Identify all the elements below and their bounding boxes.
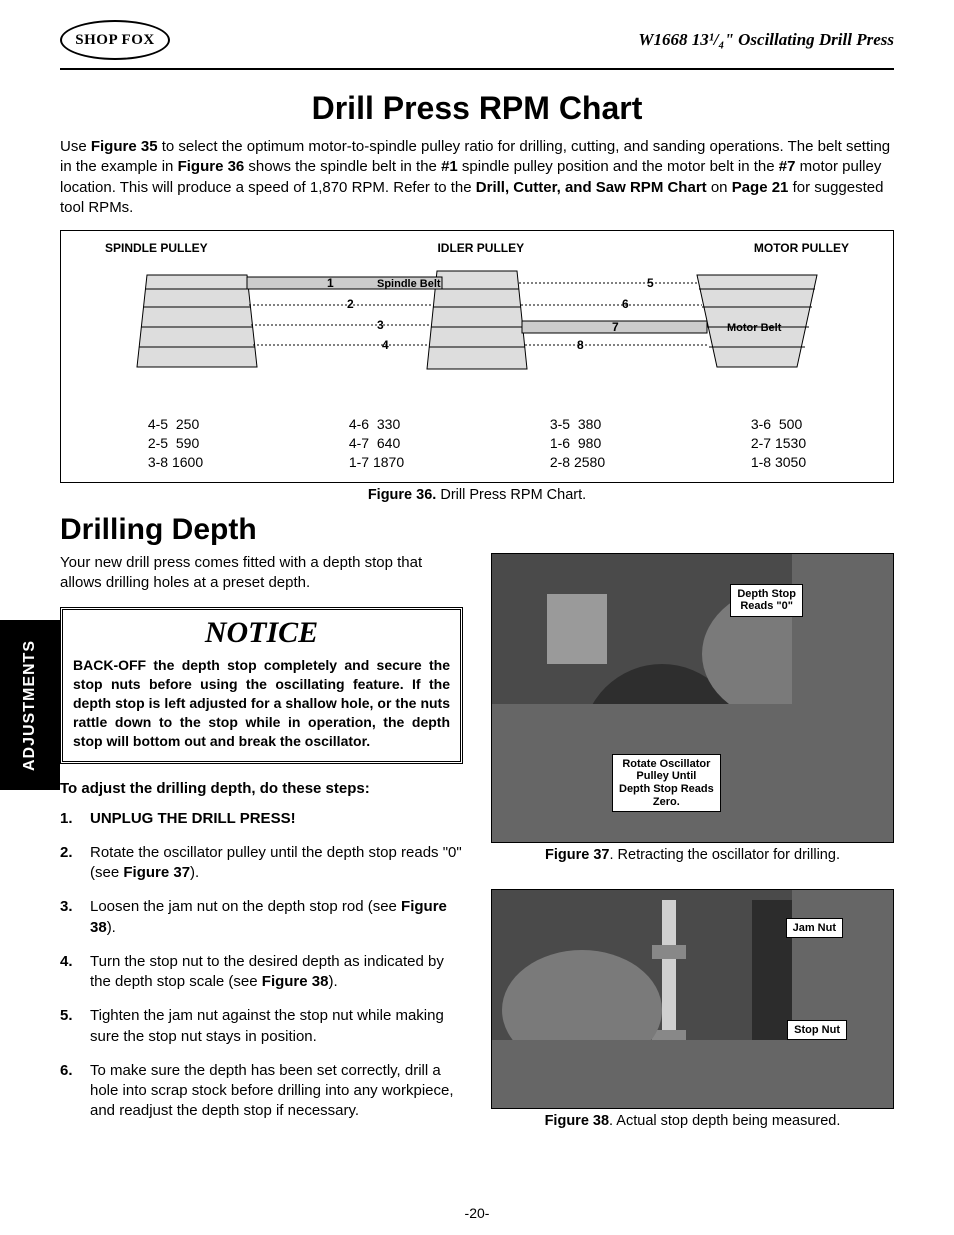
page-header: SHOP FOX W1668 13¹/₄" Oscillating Drill … <box>60 20 894 70</box>
svg-text:3: 3 <box>377 318 384 332</box>
svg-text:7: 7 <box>612 320 619 334</box>
figure-36-caption: Figure 36. Drill Press RPM Chart. <box>60 487 894 503</box>
rpm-col-2: 4-6 330 4-7 640 1-7 1870 <box>349 415 404 472</box>
figure-37-photo: Depth StopReads "0" Rotate OscillatorPul… <box>491 553 894 843</box>
notice-body: BACK-OFF the depth stop completely and s… <box>73 656 450 750</box>
steps-list: 1.UNPLUG THE DRILL PRESS! 2.Rotate the o… <box>60 809 463 1122</box>
svg-text:4: 4 <box>382 338 389 352</box>
svg-text:1: 1 <box>327 276 334 290</box>
step-5: 5.Tighten the jam nut against the stop n… <box>60 1006 463 1047</box>
rpm-col-3: 3-5 380 1-6 980 2-8 2580 <box>550 415 605 472</box>
photo-37-bg-icon <box>492 554 792 704</box>
svg-text:5: 5 <box>647 276 654 290</box>
spindle-pulley-icon <box>137 275 257 367</box>
label-motor-pulley: MOTOR PULLEY <box>754 241 849 255</box>
notice-box: NOTICE BACK-OFF the depth stop completel… <box>60 607 463 763</box>
callout-jam-nut: Jam Nut <box>786 918 843 939</box>
svg-text:6: 6 <box>622 297 629 311</box>
callout-rotate-pulley: Rotate OscillatorPulley UntilDepth Stop … <box>612 754 721 813</box>
label-spindle-pulley: SPINDLE PULLEY <box>105 241 208 255</box>
step-1: 1.UNPLUG THE DRILL PRESS! <box>60 809 463 829</box>
rpm-values-grid: 4-5 250 2-5 590 3-8 1600 4-6 330 4-7 640… <box>75 415 879 472</box>
spindle-belt: Spindle Belt <box>247 277 442 290</box>
step-6: 6.To make sure the depth has been set co… <box>60 1061 463 1122</box>
step-2: 2.Rotate the oscillator pulley until the… <box>60 843 463 884</box>
motor-pulley-icon <box>697 275 817 367</box>
product-name: W1668 13¹/₄" Oscillating Drill Press <box>638 30 894 50</box>
title-drilling-depth: Drilling Depth <box>60 513 894 547</box>
figure-38-caption: Figure 38. Actual stop depth being measu… <box>491 1113 894 1129</box>
notice-title: NOTICE <box>73 616 450 650</box>
callout-depth-stop-zero: Depth StopReads "0" <box>730 584 803 617</box>
svg-text:8: 8 <box>577 338 584 352</box>
figure-38-photo: Jam Nut Stop Nut <box>491 889 894 1109</box>
side-tab-adjustments: ADJUSTMENTS <box>0 620 60 790</box>
svg-text:Spindle Belt: Spindle Belt <box>377 278 441 290</box>
motor-belt: Motor Belt <box>522 321 782 334</box>
svg-text:Motor Belt: Motor Belt <box>727 322 782 334</box>
callout-stop-nut: Stop Nut <box>787 1020 847 1041</box>
step-4: 4.Turn the stop nut to the desired depth… <box>60 952 463 993</box>
brand-logo: SHOP FOX <box>60 20 170 60</box>
label-idler-pulley: IDLER PULLEY <box>437 241 524 255</box>
rpm-col-4: 3-6 500 2-7 1530 1-8 3050 <box>751 415 806 472</box>
step-3: 3.Loosen the jam nut on the depth stop r… <box>60 897 463 938</box>
page-number: -20- <box>0 1205 954 1221</box>
rpm-chart-box: SPINDLE PULLEY IDLER PULLEY MOTOR PULLEY <box>60 230 894 483</box>
pulley-diagram: Spindle Belt Motor Belt 1 2 3 4 5 <box>75 257 879 407</box>
photo-38-bg-icon <box>492 890 792 1040</box>
rpm-col-1: 4-5 250 2-5 590 3-8 1600 <box>148 415 203 472</box>
steps-intro: To adjust the drilling depth, do these s… <box>60 780 463 797</box>
title-rpm-chart: Drill Press RPM Chart <box>60 90 894 127</box>
svg-text:2: 2 <box>347 297 354 311</box>
depth-intro: Your new drill press comes fitted with a… <box>60 553 463 594</box>
intro-paragraph: Use Figure 35 to select the optimum moto… <box>60 137 894 218</box>
figure-37-caption: Figure 37. Retracting the oscillator for… <box>491 847 894 863</box>
